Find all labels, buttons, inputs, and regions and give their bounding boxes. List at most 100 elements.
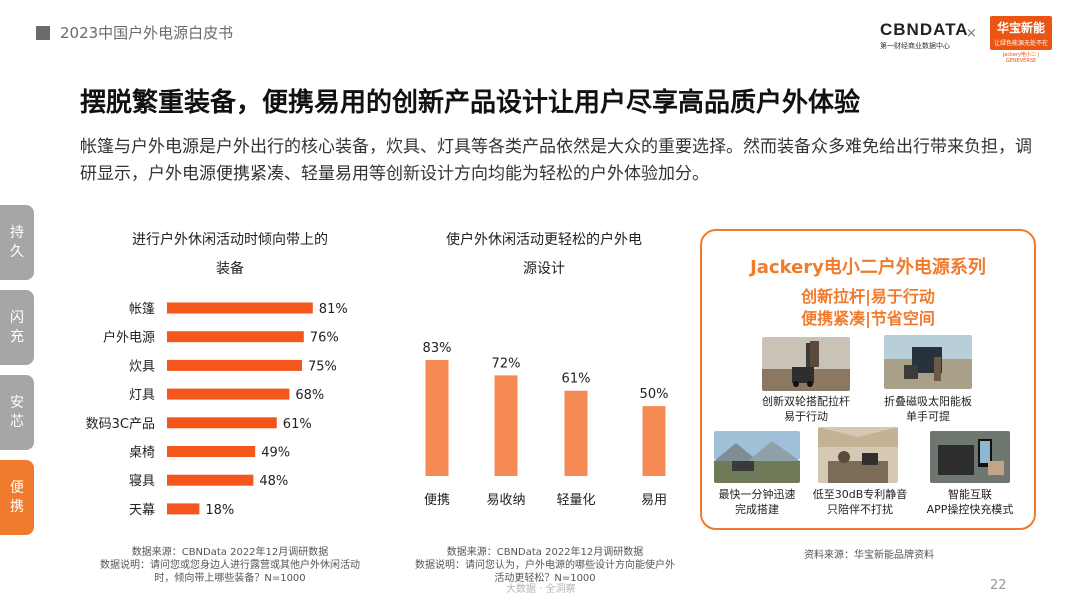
value-label: 18% xyxy=(205,503,234,518)
chart2-source: 数据来源：CBNData 2022年12月调研数据 xyxy=(446,547,644,558)
chart2-title: 使户外休闲活动更轻松的户外电 源设计 xyxy=(404,226,684,284)
huabao-logo-text: 华宝新能 xyxy=(996,21,1045,35)
value-label: 83% xyxy=(423,341,452,356)
report-tag: 2023中国户外电源白皮书 xyxy=(36,22,233,43)
design-bar-chart: 83% 便携 72% 易收纳 61% 轻量化 50% 易用 xyxy=(423,341,669,508)
feature-1-caption: 创新双轮搭配拉杆 易于行动 xyxy=(746,394,866,424)
report-tag-text: 2023中国户外电源白皮书 xyxy=(60,24,234,42)
value-label: 61% xyxy=(562,372,591,387)
huabao-logo-brands: Jackery电小二 | GENEVERSE xyxy=(1002,52,1040,64)
value-label: 76% xyxy=(310,331,339,346)
promo-slogan-1: 创新拉杆|易于行动 xyxy=(801,287,935,306)
equipment-bar-chart: 帐篷 81% 户外电源 76% 炊具 75% 灯具 68% 数码3C产品 61% 桌椅 49% 寝具 48… xyxy=(86,302,348,518)
bar xyxy=(167,417,277,429)
value-label: 50% xyxy=(640,387,669,402)
side-tab-fast-charge[interactable]: 闪充 xyxy=(0,290,34,365)
category-label: 天幕 xyxy=(129,503,155,518)
chart1-source: 数据来源：CBNData 2022年12月调研数据 xyxy=(131,547,329,558)
side-tab-safe-cell[interactable]: 安芯 xyxy=(0,375,34,450)
watermark: 大数据 · 全洞察 xyxy=(506,584,576,595)
category-label: 轻量化 xyxy=(556,493,595,508)
category-label: 便携 xyxy=(424,492,450,508)
feature-5-caption: 智能互联 APP操控快充模式 xyxy=(912,487,1028,517)
value-label: 72% xyxy=(492,356,521,371)
category-label: 灯具 xyxy=(129,388,155,403)
side-tab-char: 安 xyxy=(10,394,24,411)
page-number: 22 xyxy=(990,578,1007,593)
category-label: 易收纳 xyxy=(486,493,525,508)
side-tab-char: 充 xyxy=(10,328,24,345)
cbndata-logo: CBNDATA 第一财经商业数据中心 xyxy=(880,20,978,51)
tag-square-icon xyxy=(36,25,50,40)
feature-4-caption: 低至30dB专利静音 只陪伴不打扰 xyxy=(802,487,918,517)
category-label: 炊具 xyxy=(129,359,155,374)
bar xyxy=(167,331,304,343)
cbndata-logo-subtitle: 第一财经商业数据中心 xyxy=(880,42,950,50)
camp-setup-photo xyxy=(714,431,800,483)
chart1-title: 进行户外休闲活动时倾向带上的 装备 xyxy=(70,226,390,284)
feature-4-line1: 低至30dB专利静音 xyxy=(812,488,908,501)
value-label: 68% xyxy=(295,388,324,403)
category-label: 桌椅 xyxy=(129,446,155,461)
chart2-footer: 数据来源：CBNData 2022年12月调研数据 数据说明：请问您认为，户外电… xyxy=(400,546,690,585)
side-tab-char: 携 xyxy=(10,498,24,515)
value-label: 81% xyxy=(319,302,348,317)
chart2-note-line1: 数据说明：请问您认为，户外电源的哪些设计方向能使户外 xyxy=(415,560,675,571)
category-label: 寝具 xyxy=(129,473,155,489)
cbndata-logo-text: CBNDATA xyxy=(880,20,969,39)
bar xyxy=(494,375,518,476)
feature-2-line2: 单手可提 xyxy=(906,410,950,423)
chart1-title-line2: 装备 xyxy=(216,261,244,277)
value-label: 48% xyxy=(259,474,288,489)
chart1-footer: 数据来源：CBNData 2022年12月调研数据 数据说明：请问您或您身边人进… xyxy=(70,546,390,585)
category-label: 数码3C产品 xyxy=(86,417,155,432)
category-label: 易用 xyxy=(641,493,667,508)
solar-panel-photo xyxy=(884,335,972,389)
feature-3-caption: 最快一分钟迅速 完成搭建 xyxy=(702,487,812,517)
bar xyxy=(167,503,200,515)
side-tab-char: 便 xyxy=(10,479,24,496)
feature-3-line2: 完成搭建 xyxy=(735,503,779,516)
promo-source: 资料来源：华宝新能品牌资料 xyxy=(804,550,934,561)
value-label: 75% xyxy=(308,359,337,374)
feature-1-line1: 创新双轮搭配拉杆 xyxy=(762,395,850,408)
feature-5-line2: APP操控快充模式 xyxy=(926,503,1014,516)
bar xyxy=(167,302,313,314)
bar xyxy=(564,390,588,476)
bar xyxy=(167,359,302,371)
bar xyxy=(167,474,254,486)
side-tab-durable[interactable]: 持久 xyxy=(0,205,34,280)
side-tab-char: 闪 xyxy=(10,309,24,326)
trolley-photo xyxy=(762,337,850,391)
promo-slogan-2: 便携紧凑|节省空间 xyxy=(801,309,935,328)
feature-3-line1: 最快一分钟迅速 xyxy=(718,488,796,501)
chart2-title-line2: 源设计 xyxy=(523,261,565,277)
chart2-note-line2: 活动更轻松？N=1000 xyxy=(494,573,596,584)
side-tab-nav: 持久 闪充 安芯 便携 xyxy=(0,205,34,545)
bar xyxy=(425,360,449,476)
feature-2-line1: 折叠磁吸太阳能板 xyxy=(884,395,972,408)
quiet-tent-photo xyxy=(818,427,898,483)
chart1-note-line2: 时，倾向带上哪些装备？N=1000 xyxy=(154,573,306,584)
huabao-logo: 华宝新能 让绿色能源无处不在 xyxy=(990,16,1052,50)
chart1-note-line1: 数据说明：请问您或您身边人进行露营或其他户外休闲活动 xyxy=(100,560,360,571)
feature-4-line2: 只陪伴不打扰 xyxy=(827,503,893,516)
chart1-title-line1: 进行户外休闲活动时倾向带上的 xyxy=(132,232,328,248)
feature-2-caption: 折叠磁吸太阳能板 单手可提 xyxy=(868,394,988,424)
page-title: 摆脱繁重装备，便携易用的创新产品设计让用户尽享高品质户外体验 xyxy=(80,88,861,118)
jackery-promo-card: Jackery电小二户外电源系列 创新拉杆|易于行动 便携紧凑|节省空间 创新双… xyxy=(700,229,1036,530)
category-label: 帐篷 xyxy=(129,302,155,317)
intro-paragraph: 帐篷与户外电源是户外出行的核心装备，炊具、灯具等各类产品依然是大众的重要选择。然… xyxy=(80,137,1032,184)
chart2-title-line1: 使户外休闲活动更轻松的户外电 xyxy=(446,232,642,248)
value-label: 49% xyxy=(261,446,290,461)
huabao-logo-subtitle: 让绿色能源无处不在 xyxy=(993,40,1048,47)
value-label: 61% xyxy=(283,417,312,432)
bar xyxy=(167,388,290,400)
side-tab-portable[interactable]: 便携 xyxy=(0,460,34,535)
logo-separator: × xyxy=(966,26,977,41)
side-tab-char: 久 xyxy=(10,243,24,260)
app-control-photo xyxy=(930,431,1010,483)
bar xyxy=(642,406,666,476)
feature-5-line1: 智能互联 xyxy=(948,488,992,501)
side-tab-char: 持 xyxy=(10,224,24,241)
